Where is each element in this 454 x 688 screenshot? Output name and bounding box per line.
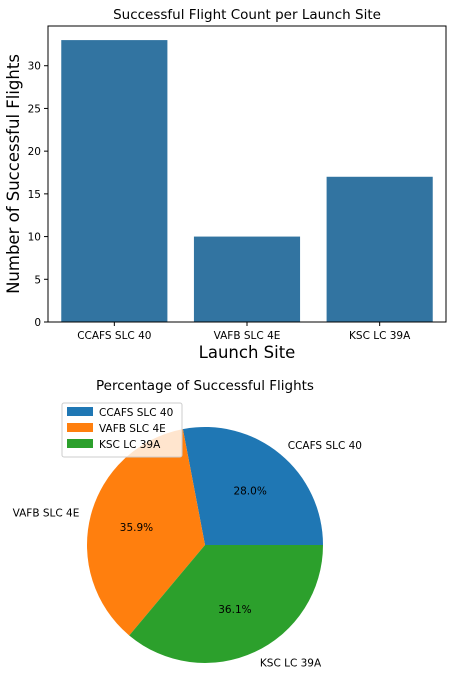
- bar-x-ticks: CCAFS SLC 40 VAFB SLC 4E KSC LC 39A: [77, 322, 411, 342]
- bar-ccafs-slc-40: [61, 40, 168, 322]
- x-tick-label: VAFB SLC 4E: [214, 330, 281, 342]
- y-tick-label: 5: [34, 274, 41, 286]
- pie-slice-label: VAFB SLC 4E: [13, 507, 80, 519]
- y-tick-label: 30: [28, 61, 41, 73]
- pie-slice-vafb-slc-4e: [87, 429, 205, 636]
- pie-slice-label: CCAFS SLC 40: [288, 440, 362, 452]
- pie-pct-label: 35.9%: [120, 522, 153, 534]
- legend-swatch-vafb-slc-4e: [67, 423, 93, 432]
- legend-label: VAFB SLC 4E: [99, 423, 166, 435]
- bar-series: [61, 40, 433, 322]
- bar-chart-title: Successful Flight Count per Launch Site: [113, 7, 381, 23]
- pie-chart: Percentage of Successful Flights 28.0% CC…: [13, 378, 362, 670]
- bar-chart: Successful Flight Count per Launch Site …: [4, 7, 447, 362]
- pie-legend: CCAFS SLC 40 VAFB SLC 4E KSC LC 39A: [61, 402, 183, 458]
- legend-label: CCAFS SLC 40: [99, 407, 173, 419]
- bar-x-axis-label: Launch Site: [199, 343, 296, 362]
- bar-ksc-lc-39a: [326, 176, 433, 322]
- bar-y-ticks: 0 5 10 15 20 25 30: [28, 61, 48, 329]
- pie-chart-title: Percentage of Successful Flights: [96, 378, 314, 394]
- legend-swatch-ksc-lc-39a: [67, 439, 93, 448]
- pie-pct-label: 28.0%: [233, 485, 266, 497]
- pie-slice-ccafs-slc-40: [182, 427, 323, 545]
- bar-y-axis-label: Number of Successful Flights: [4, 54, 23, 294]
- pie-slice-label: KSC LC 39A: [260, 658, 322, 670]
- y-tick-label: 20: [28, 146, 41, 158]
- x-tick-label: KSC LC 39A: [349, 330, 411, 342]
- y-tick-label: 15: [28, 189, 41, 201]
- pie-pct-label: 36.1%: [218, 604, 251, 616]
- x-tick-label: CCAFS SLC 40: [77, 330, 151, 342]
- pie-slice-ksc-lc-39a: [129, 545, 323, 663]
- y-tick-label: 10: [28, 232, 41, 244]
- pie-slices: [87, 427, 323, 663]
- pie-labels: 28.0% CCAFS SLC 40 35.9% VAFB SLC 4E 36.1% KS…: [13, 440, 362, 670]
- bar-vafb-slc-4e: [193, 236, 301, 322]
- bar-plot-frame: [47, 25, 447, 323]
- y-tick-label: 0: [34, 317, 41, 329]
- legend-label: KSC LC 39A: [99, 439, 161, 451]
- y-tick-label: 25: [28, 103, 41, 115]
- legend-swatch-ccafs-slc-40: [67, 407, 93, 416]
